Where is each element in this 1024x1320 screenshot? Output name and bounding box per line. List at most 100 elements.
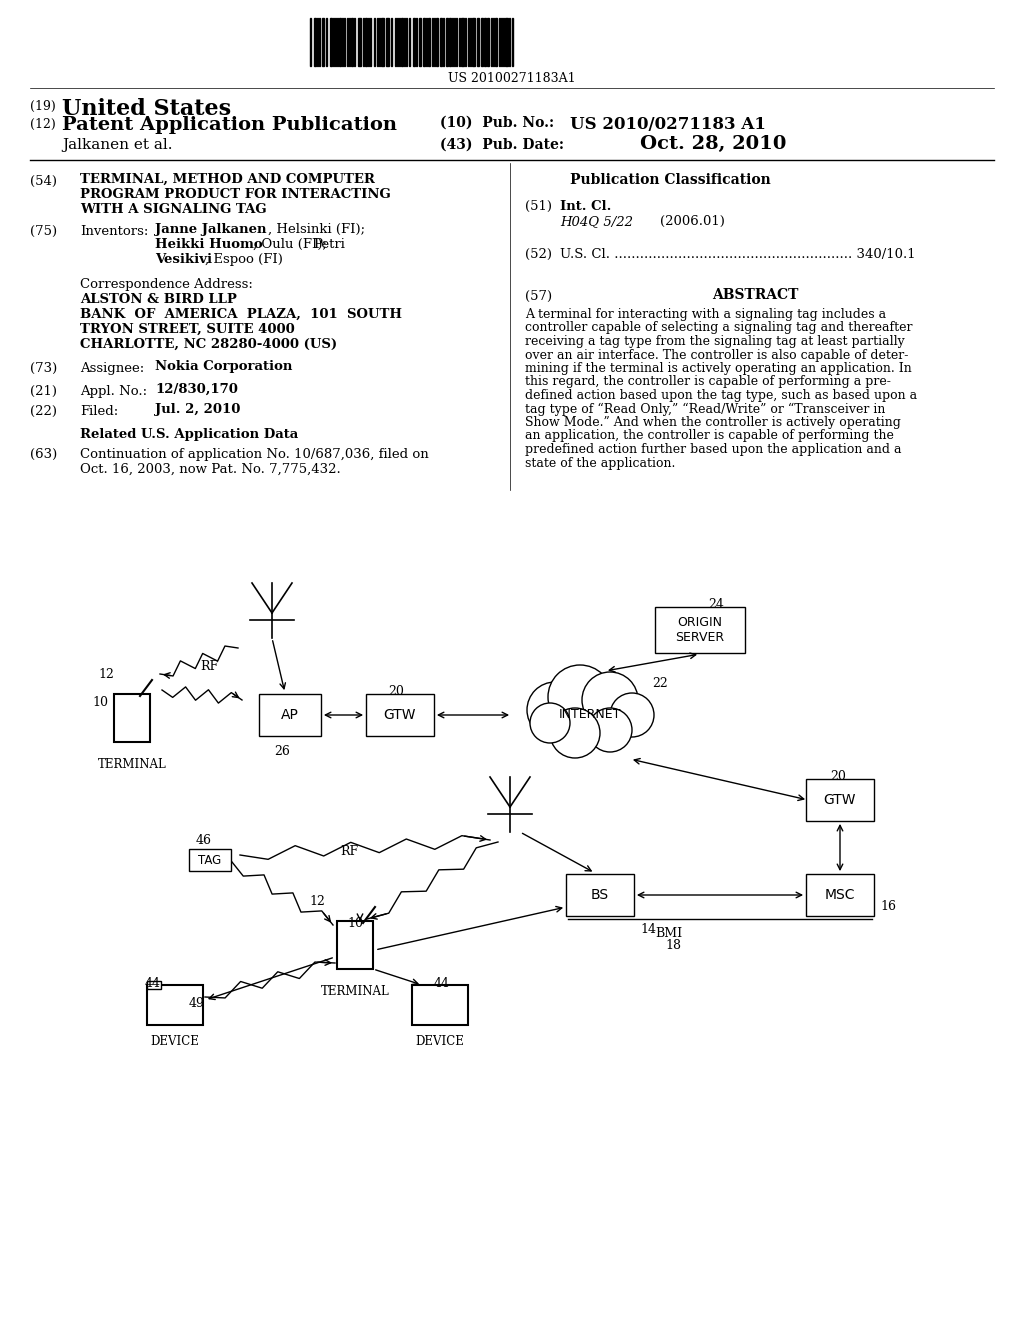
Text: 14: 14 bbox=[640, 923, 656, 936]
Text: DEVICE: DEVICE bbox=[416, 1035, 465, 1048]
Text: TAG: TAG bbox=[199, 854, 221, 866]
Bar bbox=[446, 18, 449, 66]
Text: 12/830,170: 12/830,170 bbox=[155, 383, 238, 396]
Text: Heikki Huomo: Heikki Huomo bbox=[155, 238, 262, 251]
Bar bbox=[436, 18, 438, 66]
Text: 10: 10 bbox=[92, 696, 108, 709]
Bar bbox=[365, 18, 367, 66]
Text: AP: AP bbox=[281, 708, 299, 722]
Text: 44: 44 bbox=[145, 977, 161, 990]
Text: United States: United States bbox=[62, 98, 231, 120]
Text: BMI: BMI bbox=[655, 927, 682, 940]
Bar bbox=[189, 849, 231, 871]
Bar bbox=[330, 18, 332, 66]
Bar bbox=[566, 874, 634, 916]
Text: US 20100271183A1: US 20100271183A1 bbox=[449, 73, 575, 84]
Text: GTW: GTW bbox=[823, 793, 856, 807]
Text: Petri: Petri bbox=[313, 238, 345, 251]
Text: CHARLOTTE, NC 28280-4000 (US): CHARLOTTE, NC 28280-4000 (US) bbox=[80, 338, 337, 351]
Bar bbox=[440, 18, 442, 66]
Text: BANK  OF  AMERICA  PLAZA,  101  SOUTH: BANK OF AMERICA PLAZA, 101 SOUTH bbox=[80, 308, 402, 321]
Text: TERMINAL: TERMINAL bbox=[97, 758, 166, 771]
Bar bbox=[381, 18, 384, 66]
Bar bbox=[481, 18, 483, 66]
Text: ALSTON & BIRD LLP: ALSTON & BIRD LLP bbox=[80, 293, 237, 306]
Text: (19): (19) bbox=[30, 100, 55, 114]
Text: (52): (52) bbox=[525, 248, 552, 261]
Text: 16: 16 bbox=[880, 900, 896, 913]
Bar bbox=[413, 18, 415, 66]
Text: (73): (73) bbox=[30, 362, 57, 375]
Text: controller capable of selecting a signaling tag and thereafter: controller capable of selecting a signal… bbox=[525, 322, 912, 334]
Text: an application, the controller is capable of performing the: an application, the controller is capabl… bbox=[525, 429, 894, 442]
Text: Continuation of application No. 10/687,036, filed on: Continuation of application No. 10/687,0… bbox=[80, 447, 429, 461]
Bar bbox=[428, 18, 430, 66]
Bar bbox=[322, 18, 324, 66]
Text: Publication Classification: Publication Classification bbox=[569, 173, 770, 187]
Text: Related U.S. Application Data: Related U.S. Application Data bbox=[80, 428, 298, 441]
Bar bbox=[339, 18, 341, 66]
Text: , Espoo (FI): , Espoo (FI) bbox=[205, 253, 283, 267]
Text: 12: 12 bbox=[98, 668, 114, 681]
Text: receiving a tag type from the signaling tag at least partially: receiving a tag type from the signaling … bbox=[525, 335, 905, 348]
Text: RF: RF bbox=[340, 845, 358, 858]
Text: Filed:: Filed: bbox=[80, 405, 118, 418]
Bar bbox=[472, 18, 475, 66]
Circle shape bbox=[588, 708, 632, 752]
Bar bbox=[487, 18, 489, 66]
Text: mining if the terminal is actively operating an application. In: mining if the terminal is actively opera… bbox=[525, 362, 911, 375]
Text: this regard, the controller is capable of performing a pre-: this regard, the controller is capable o… bbox=[525, 375, 891, 388]
Text: RF: RF bbox=[200, 660, 218, 673]
Text: Janne Jalkanen: Janne Jalkanen bbox=[155, 223, 266, 236]
Bar bbox=[114, 694, 150, 742]
Text: (63): (63) bbox=[30, 447, 57, 461]
Text: 44: 44 bbox=[434, 977, 450, 990]
Text: TERMINAL: TERMINAL bbox=[321, 985, 389, 998]
Text: 10: 10 bbox=[347, 917, 362, 931]
Text: (2006.01): (2006.01) bbox=[660, 215, 725, 228]
Bar bbox=[366, 694, 434, 737]
Text: Show Mode.” And when the controller is actively operating: Show Mode.” And when the controller is a… bbox=[525, 416, 901, 429]
Text: (51): (51) bbox=[525, 201, 552, 213]
Text: Int. Cl.: Int. Cl. bbox=[560, 201, 611, 213]
Text: 18: 18 bbox=[665, 939, 681, 952]
Bar bbox=[495, 18, 497, 66]
Text: , Helsinki (FI);: , Helsinki (FI); bbox=[268, 223, 366, 236]
Bar bbox=[351, 18, 353, 66]
Text: INTERNET: INTERNET bbox=[559, 709, 622, 722]
Circle shape bbox=[582, 672, 638, 729]
Text: Patent Application Publication: Patent Application Publication bbox=[62, 116, 397, 135]
Text: (57): (57) bbox=[525, 290, 552, 304]
Text: 49: 49 bbox=[189, 997, 205, 1010]
Text: DEVICE: DEVICE bbox=[151, 1035, 200, 1048]
Bar bbox=[505, 18, 508, 66]
Text: A terminal for interacting with a signaling tag includes a: A terminal for interacting with a signal… bbox=[525, 308, 886, 321]
Circle shape bbox=[530, 704, 570, 743]
Text: Jalkanen et al.: Jalkanen et al. bbox=[62, 139, 172, 152]
Text: Appl. No.:: Appl. No.: bbox=[80, 385, 147, 399]
Circle shape bbox=[550, 708, 600, 758]
Text: over an air interface. The controller is also capable of deter-: over an air interface. The controller is… bbox=[525, 348, 908, 362]
Text: WITH A SIGNALING TAG: WITH A SIGNALING TAG bbox=[80, 203, 266, 216]
Text: (54): (54) bbox=[30, 176, 57, 187]
Bar bbox=[147, 981, 161, 989]
Circle shape bbox=[610, 693, 654, 737]
Bar bbox=[655, 607, 745, 653]
Text: defined action based upon the tag type, such as based upon a: defined action based upon the tag type, … bbox=[525, 389, 918, 403]
Bar bbox=[806, 874, 874, 916]
Text: Vesikivi: Vesikivi bbox=[155, 253, 212, 267]
Text: ORIGIN
SERVER: ORIGIN SERVER bbox=[676, 616, 725, 644]
Bar bbox=[259, 694, 321, 737]
Text: MSC: MSC bbox=[824, 888, 855, 902]
Text: BS: BS bbox=[591, 888, 609, 902]
Text: PROGRAM PRODUCT FOR INTERACTING: PROGRAM PRODUCT FOR INTERACTING bbox=[80, 187, 391, 201]
Text: Jul. 2, 2010: Jul. 2, 2010 bbox=[155, 403, 241, 416]
Bar bbox=[423, 18, 425, 66]
Text: 20: 20 bbox=[388, 685, 403, 698]
Text: Assignee:: Assignee: bbox=[80, 362, 144, 375]
Text: tag type of “Read Only,” “Read/Write” or “Transceiver in: tag type of “Read Only,” “Read/Write” or… bbox=[525, 403, 886, 416]
Bar bbox=[449, 18, 451, 66]
Text: ABSTRACT: ABSTRACT bbox=[712, 288, 798, 302]
Text: predefined action further based upon the application and a: predefined action further based upon the… bbox=[525, 444, 901, 455]
Bar bbox=[419, 18, 421, 66]
